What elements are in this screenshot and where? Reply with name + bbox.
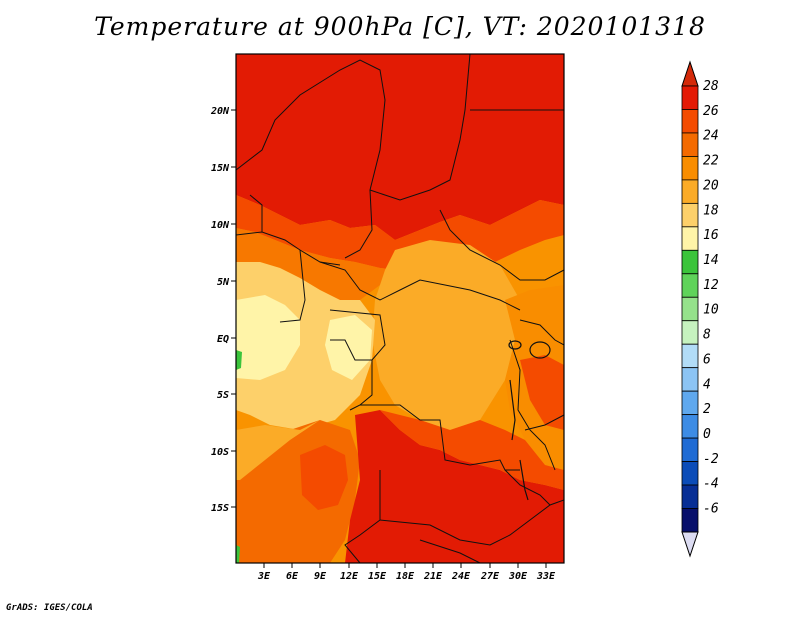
- colorbar-cell: [681, 508, 699, 533]
- country-borders: [236, 54, 564, 563]
- colorbar-cell: [681, 132, 699, 157]
- colorbar-label: 4: [703, 377, 711, 392]
- colorbar-cell: [681, 226, 699, 251]
- colorbar-label: 16: [703, 228, 719, 243]
- colorbar-cell: [681, 249, 699, 275]
- colorbar-cell: [681, 320, 699, 345]
- colorbar-cell: [681, 484, 699, 509]
- colorbar-label: 14: [703, 253, 719, 268]
- west-coast-band: [236, 228, 400, 300]
- footer-credit: GrADS: IGES/COLA: [6, 603, 93, 613]
- colorbar-label: 10: [703, 303, 719, 318]
- colorbar-cell: [681, 179, 699, 204]
- colorbar-label: 8: [703, 328, 711, 343]
- north-hot-region: [236, 54, 564, 240]
- lon-label-24e: 24E: [451, 571, 471, 582]
- colorbar-label: 6: [703, 352, 711, 367]
- lat-label-5n: 5N: [217, 277, 230, 288]
- lakes: [508, 340, 551, 501]
- lon-label-21e: 21E: [423, 571, 443, 582]
- colorbar-cell: [681, 109, 699, 134]
- temperature-field: [236, 54, 564, 563]
- lon-label-27e: 27E: [480, 571, 500, 582]
- lat-label-5s: 5S: [217, 390, 229, 401]
- coastal-green-strip: [236, 350, 242, 370]
- map-title: Temperature at 900hPa [C], VT: 202010131…: [94, 12, 706, 41]
- colorbar-cell: [681, 367, 699, 392]
- colorbar-cell: [681, 390, 699, 416]
- colorbar-label: 28: [703, 79, 719, 94]
- colorbar-cell: [681, 414, 699, 439]
- lon-label-6e: 6E: [286, 571, 299, 582]
- colorbar-label: 24: [703, 129, 719, 144]
- colorbar-cell: [681, 202, 699, 228]
- east-lakes-patch: [520, 355, 564, 430]
- lon-label-30e: 30E: [508, 571, 528, 582]
- colorbar-label: 18: [703, 203, 719, 218]
- colorbar-cell: [681, 156, 699, 181]
- coastal-green-strip-south: [236, 545, 240, 563]
- lon-label-18e: 18E: [396, 571, 415, 582]
- colorbar-cell: [681, 461, 699, 486]
- central-basin: [372, 240, 520, 430]
- colorbar-upper-arrow: [681, 60, 699, 87]
- lon-label-9e: 9E: [314, 571, 327, 582]
- angola-hot-region: [345, 410, 564, 563]
- colorbar-cell: [681, 343, 699, 369]
- colorbar-label: -4: [703, 477, 719, 492]
- colorbar-lower-arrow: [681, 531, 699, 558]
- colorbar-label: -2: [703, 452, 719, 467]
- colorbar-label: 20: [703, 178, 719, 193]
- colorbar-label: 22: [703, 154, 719, 169]
- lat-label-10n: 10N: [211, 220, 230, 231]
- colorbar-cell: [681, 85, 699, 110]
- colorbar-label: 12: [703, 278, 719, 293]
- southwest-hot-core: [300, 445, 348, 510]
- lon-label-33e: 33E: [536, 571, 556, 582]
- colorbar-label: 0: [703, 427, 711, 442]
- coast-yellow: [236, 295, 300, 380]
- colorbar-label: -6: [703, 502, 719, 517]
- colorbar-cells: [681, 85, 699, 533]
- colorbar-cell: [681, 296, 699, 322]
- north-orange-band: [236, 195, 564, 270]
- lat-label-20n: 20N: [210, 106, 230, 117]
- lat-label-eq: EQ: [217, 334, 229, 345]
- lat-label-15n: 15N: [211, 163, 230, 174]
- colorbar-label: 26: [703, 104, 719, 119]
- lat-label-15s: 15S: [211, 503, 229, 514]
- southwest-amber: [236, 420, 320, 480]
- colorbar-label: 2: [703, 402, 711, 417]
- colorbar-cell: [681, 273, 699, 298]
- map-frame: [235, 53, 565, 564]
- lat-label-10s: 10S: [211, 447, 229, 458]
- lat-axis: 20N 15N 10N 5N EQ 5S 10S 15S: [210, 106, 236, 514]
- colorbar-cell: [681, 437, 699, 462]
- lon-axis: 3E 6E 9E 12E 15E 18E 21E 24E 27E 30E 33E: [257, 563, 556, 582]
- lon-label-3e: 3E: [257, 571, 271, 582]
- lon-label-15e: 15E: [368, 571, 387, 582]
- lon-label-12e: 12E: [340, 571, 359, 582]
